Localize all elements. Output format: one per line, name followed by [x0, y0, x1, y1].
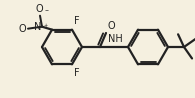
Text: O: O: [18, 24, 26, 34]
Text: NH: NH: [108, 34, 122, 44]
Text: N: N: [34, 22, 41, 32]
Text: $^-$: $^-$: [43, 8, 50, 14]
Text: O: O: [108, 21, 116, 31]
Text: F: F: [74, 16, 80, 26]
Text: O: O: [35, 4, 43, 14]
Text: F: F: [74, 68, 80, 78]
Text: $^+$: $^+$: [42, 24, 48, 30]
